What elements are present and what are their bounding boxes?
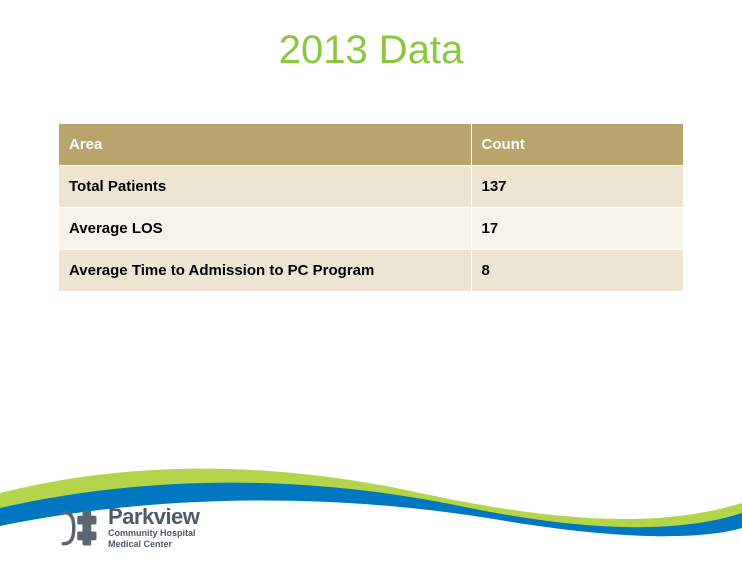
table-header-area: Area — [59, 124, 472, 166]
table-header-row: Area Count — [59, 124, 684, 166]
logo-text: Parkview Community Hospital Medical Cent… — [108, 506, 199, 550]
table-row: Average Time to Admission to PC Program … — [59, 250, 684, 292]
data-table: Area Count Total Patients 137 Average LO… — [58, 123, 684, 292]
table-cell-count: 17 — [471, 208, 684, 250]
logo-mark-icon — [58, 507, 100, 549]
logo-subtitle-2: Medical Center — [108, 540, 199, 550]
footer-logo: Parkview Community Hospital Medical Cent… — [58, 506, 199, 550]
logo-subtitle-1: Community Hospital — [108, 529, 199, 539]
table-cell-area: Total Patients — [59, 166, 472, 208]
table-row: Average LOS 17 — [59, 208, 684, 250]
logo-name: Parkview — [108, 506, 199, 528]
table-cell-count: 8 — [471, 250, 684, 292]
table-cell-area: Average LOS — [59, 208, 472, 250]
slide-title: 2013 Data — [0, 28, 742, 73]
table-row: Total Patients 137 — [59, 166, 684, 208]
table-header-count: Count — [471, 124, 684, 166]
table-cell-area: Average Time to Admission to PC Program — [59, 250, 472, 292]
data-table-container: Area Count Total Patients 137 Average LO… — [58, 123, 684, 292]
table-cell-count: 137 — [471, 166, 684, 208]
